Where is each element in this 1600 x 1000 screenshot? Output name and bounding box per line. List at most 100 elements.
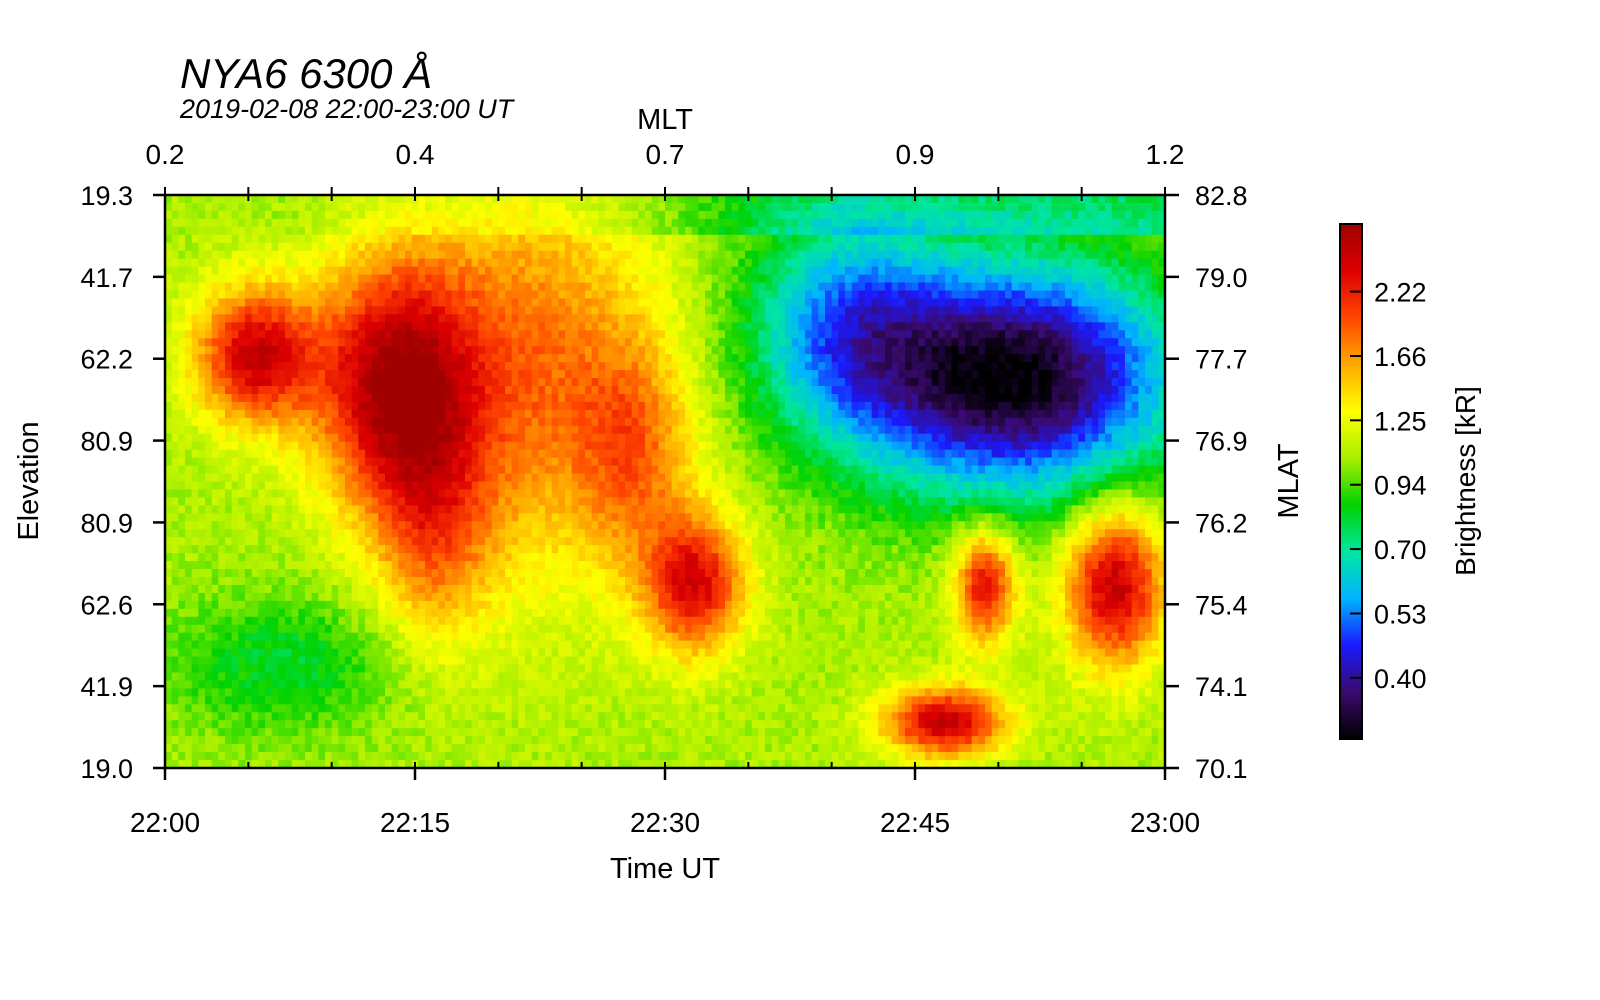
heatmap-cell: [531, 362, 539, 371]
heatmap-cell: [705, 338, 713, 347]
heatmap-cell: [931, 441, 939, 451]
heatmap-cell: [1151, 401, 1159, 411]
heatmap-cell: [738, 274, 746, 284]
heatmap-cell: [838, 234, 846, 244]
heatmap-cell: [171, 202, 179, 212]
heatmap-cell: [231, 218, 239, 228]
heatmap-cell: [1131, 370, 1139, 379]
heatmap-cell: [758, 322, 766, 331]
heatmap-cell: [1151, 370, 1159, 379]
heatmap-cell: [1105, 290, 1113, 300]
heatmap-cell: [345, 274, 353, 284]
heatmap-cell: [918, 433, 926, 443]
heatmap-cell: [938, 306, 946, 315]
heatmap-cell: [665, 362, 673, 371]
heatmap-cell: [891, 274, 899, 284]
heatmap-cell: [511, 274, 519, 284]
heatmap-cell: [511, 298, 519, 308]
heatmap-cell: [998, 433, 1006, 443]
heatmap-cell: [178, 218, 186, 228]
heatmap-cell: [985, 330, 993, 339]
heatmap-cell: [938, 346, 946, 355]
heatmap-cell: [331, 346, 339, 355]
heatmap-cell: [1091, 433, 1099, 443]
heatmap-cell: [671, 449, 679, 459]
heatmap-cell: [918, 234, 926, 244]
heatmap-cell: [705, 242, 713, 252]
heatmap-cell: [878, 226, 886, 236]
heatmap-cell: [838, 290, 846, 300]
heatmap-cell: [438, 210, 446, 220]
heatmap-cell: [471, 417, 479, 427]
heatmap-cell: [1031, 242, 1039, 252]
heatmap-cell: [265, 202, 273, 212]
heatmap-cell: [1065, 378, 1073, 387]
heatmap-cell: [885, 441, 893, 451]
heatmap-cell: [1018, 449, 1026, 459]
heatmap-cell: [505, 242, 513, 252]
heatmap-cell: [445, 449, 453, 459]
heatmap-cell: [651, 409, 659, 419]
heatmap-cell: [991, 258, 999, 268]
heatmap-cell: [391, 449, 399, 459]
heatmap-cell: [285, 330, 293, 339]
heatmap-cell: [378, 409, 386, 419]
heatmap-cell: [1058, 449, 1066, 459]
heatmap-cell: [385, 298, 393, 308]
heatmap-cell: [725, 274, 733, 284]
heatmap-cell: [811, 298, 819, 308]
heatmap-cell: [325, 282, 333, 292]
heatmap-cell: [185, 449, 193, 459]
heatmap-cell: [238, 234, 246, 244]
heatmap-cell: [351, 202, 359, 212]
heatmap-cell: [711, 346, 719, 355]
heatmap-cell: [671, 195, 679, 204]
heatmap-cell: [438, 449, 446, 459]
heatmap-cell: [925, 378, 933, 387]
heatmap-cell: [538, 401, 546, 411]
heatmap-cell: [351, 362, 359, 371]
heatmap-cell: [851, 409, 859, 419]
heatmap-cell: [1011, 393, 1019, 403]
heatmap-cell: [1111, 314, 1119, 323]
heatmap-cell: [258, 378, 266, 387]
heatmap-cell: [218, 449, 226, 459]
heatmap-cell: [965, 362, 973, 371]
heatmap-cell: [885, 346, 893, 355]
heatmap-cell: [618, 234, 626, 244]
heatmap-cell: [998, 202, 1006, 212]
heatmap-cell: [818, 370, 826, 379]
heatmap-cell: [398, 393, 406, 403]
heatmap-cell: [285, 457, 293, 467]
heatmap-cell: [1131, 425, 1139, 435]
heatmap-cell: [871, 290, 879, 300]
heatmap-cell: [285, 425, 293, 435]
heatmap-cell: [1125, 274, 1133, 284]
heatmap-cell: [571, 195, 579, 204]
heatmap-cell: [558, 195, 566, 204]
heatmap-cell: [1145, 449, 1153, 459]
heatmap-cell: [998, 425, 1006, 435]
heatmap-cell: [311, 386, 319, 395]
heatmap-cell: [1038, 322, 1046, 331]
heatmap-cell: [318, 202, 326, 212]
heatmap-cell: [278, 266, 286, 276]
heatmap-cell: [851, 378, 859, 387]
heatmap-cell: [251, 338, 259, 347]
heatmap-cell: [238, 218, 246, 228]
heatmap-cell: [325, 266, 333, 276]
heatmap-cell: [805, 354, 813, 363]
heatmap-cell: [705, 195, 713, 204]
heatmap-cell: [771, 266, 779, 276]
heatmap-cell: [671, 330, 679, 339]
heatmap-cell: [1158, 258, 1165, 268]
heatmap-cell: [505, 401, 513, 411]
heatmap-cell: [638, 266, 646, 276]
heatmap-cell: [898, 330, 906, 339]
heatmap-cell: [538, 282, 546, 292]
heatmap-cell: [798, 195, 806, 204]
heatmap-cell: [258, 306, 266, 315]
heatmap-cell: [645, 417, 653, 427]
heatmap-cell: [978, 258, 986, 268]
heatmap-cell: [178, 242, 186, 252]
